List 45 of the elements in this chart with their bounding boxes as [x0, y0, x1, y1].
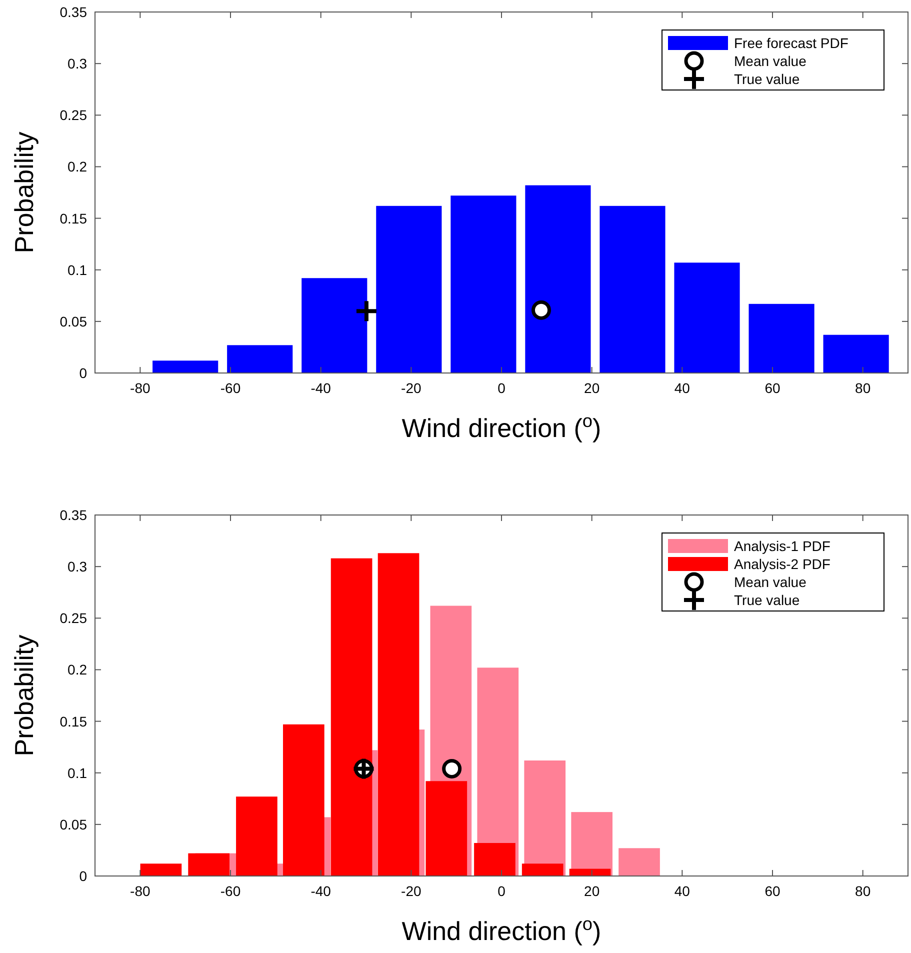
legend-label: Mean value [734, 53, 807, 69]
y-tick-label: 0.2 [68, 158, 88, 175]
y-tick-label: 0.3 [68, 558, 88, 575]
x-tick-label: 0 [498, 380, 506, 396]
x-tick-label: 20 [584, 883, 600, 899]
x-tick-label: 80 [855, 380, 871, 396]
x-tick-label: -80 [130, 883, 150, 899]
x-tick-label: 0 [498, 883, 506, 899]
y-tick-label: 0.05 [60, 816, 88, 832]
x-tick-label: -60 [220, 380, 241, 396]
y-tick-label: 0.25 [60, 107, 88, 124]
x-tick-label: -40 [310, 883, 332, 899]
y-tick-label: 0 [79, 868, 88, 884]
legend-label: Analysis-1 PDF [734, 538, 830, 554]
y-tick-label: 0 [79, 365, 88, 381]
y-tick-label: 0.15 [60, 713, 88, 730]
legend-label: True value [734, 592, 800, 608]
legend-label: Free forecast PDF [734, 35, 848, 51]
legend-label: Mean value [734, 574, 807, 590]
x-tick-label: 40 [674, 883, 690, 899]
y-tick-label: 0.35 [60, 507, 88, 523]
x-tick-label: -80 [130, 380, 150, 396]
x-tick-label: 80 [855, 883, 871, 899]
x-axis-title: Wind direction ($^{o}$) [402, 914, 602, 946]
y-axis-title: Probability [9, 132, 39, 254]
x-tick-label: -20 [401, 380, 422, 396]
x-tick-label: 20 [584, 380, 600, 396]
x-tick-label: 40 [674, 380, 690, 396]
y-tick-label: 0.1 [68, 764, 88, 781]
y-tick-label: 0.1 [68, 262, 88, 278]
x-tick-label: -60 [220, 883, 241, 899]
legend-label: True value [734, 71, 800, 87]
y-tick-label: 0.2 [68, 662, 88, 678]
x-axis-title: Wind direction ($^{o}$) [402, 411, 602, 443]
x-tick-label: 60 [764, 883, 780, 899]
y-tick-label: 0.3 [68, 56, 88, 72]
y-tick-label: 0.15 [60, 210, 88, 226]
y-axis-title: Probability [9, 634, 39, 756]
y-tick-label: 0.35 [60, 4, 88, 20]
y-tick-label: 0.05 [60, 313, 88, 330]
legend-label: Analysis-2 PDF [734, 556, 830, 572]
x-tick-label: -40 [310, 380, 332, 396]
x-tick-label: 60 [764, 380, 780, 396]
x-tick-label: -20 [401, 883, 422, 899]
y-tick-label: 0.25 [60, 610, 88, 626]
